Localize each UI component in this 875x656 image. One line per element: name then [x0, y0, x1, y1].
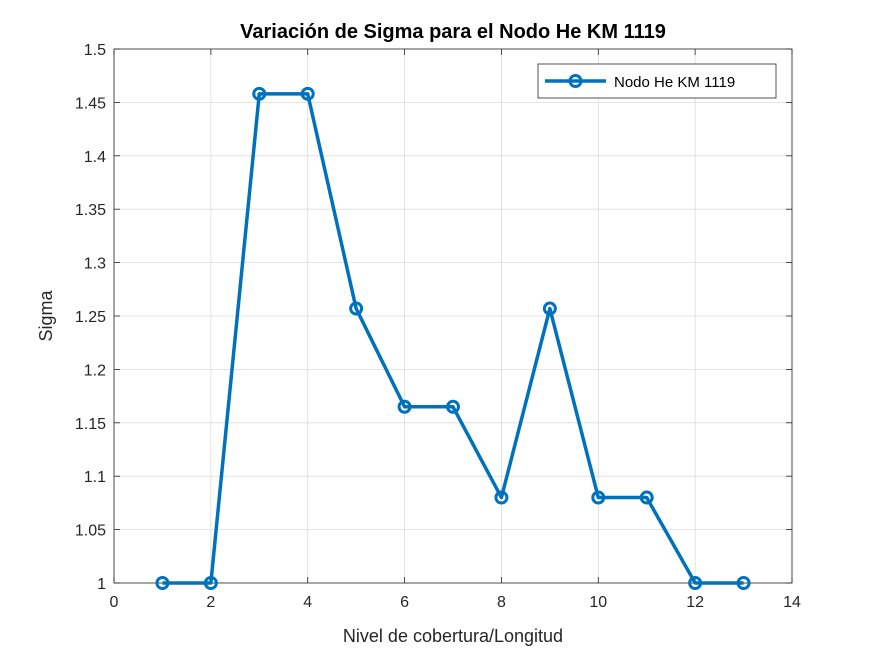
x-tick-label: 14 [783, 594, 801, 611]
data-point [542, 301, 557, 316]
chart-title: Variación de Sigma para el Nodo He KM 11… [240, 21, 666, 43]
data-point [494, 490, 509, 505]
y-tick-label: 1.15 [75, 416, 106, 433]
axes: 0 2 4 6 8 10 12 14 1 1.05 1.1 1.15 1.2 1.25 1.3 1.35 1.4… [75, 42, 801, 611]
x-tick-label: 0 [110, 594, 119, 611]
x-tick-label: 10 [589, 594, 607, 611]
y-tick-label: 1.45 [75, 95, 106, 112]
y-tick-label: 1.5 [84, 42, 106, 59]
y-tick-label: 1 [97, 576, 106, 593]
y-tick-label: 1.25 [75, 309, 106, 326]
legend-label: Nodo He KM 1119 [614, 74, 735, 91]
x-axis-label: Nivel de cobertura/Longitud [343, 626, 563, 646]
x-tick-label: 6 [400, 594, 409, 611]
x-tick-label: 4 [303, 594, 312, 611]
data-point [397, 399, 412, 414]
legend-marker [568, 74, 583, 88]
data-point [300, 86, 315, 101]
data-point [688, 576, 703, 590]
x-tick-label: 2 [206, 594, 215, 611]
data-point [639, 490, 654, 505]
data-point [203, 576, 218, 590]
y-tick-label: 1.35 [75, 202, 106, 219]
y-axis-label: Sigma [36, 290, 56, 342]
data-point [349, 301, 364, 316]
data-point [446, 399, 460, 414]
x-tick-label: 12 [686, 594, 704, 611]
y-tick-label: 1.1 [84, 469, 106, 486]
x-tick-label: 8 [497, 594, 506, 611]
y-tick-label: 1.05 [75, 523, 106, 540]
data-point [252, 86, 267, 101]
data-point [736, 576, 751, 590]
data-point [155, 576, 170, 590]
data-point [591, 490, 606, 505]
y-tick-label: 1.2 [84, 362, 106, 379]
legend: Nodo He KM 1119 [537, 63, 777, 99]
y-tick-label: 1.3 [84, 256, 106, 273]
series [155, 86, 751, 590]
y-tick-label: 1.4 [84, 149, 106, 166]
series-line [162, 92, 744, 585]
